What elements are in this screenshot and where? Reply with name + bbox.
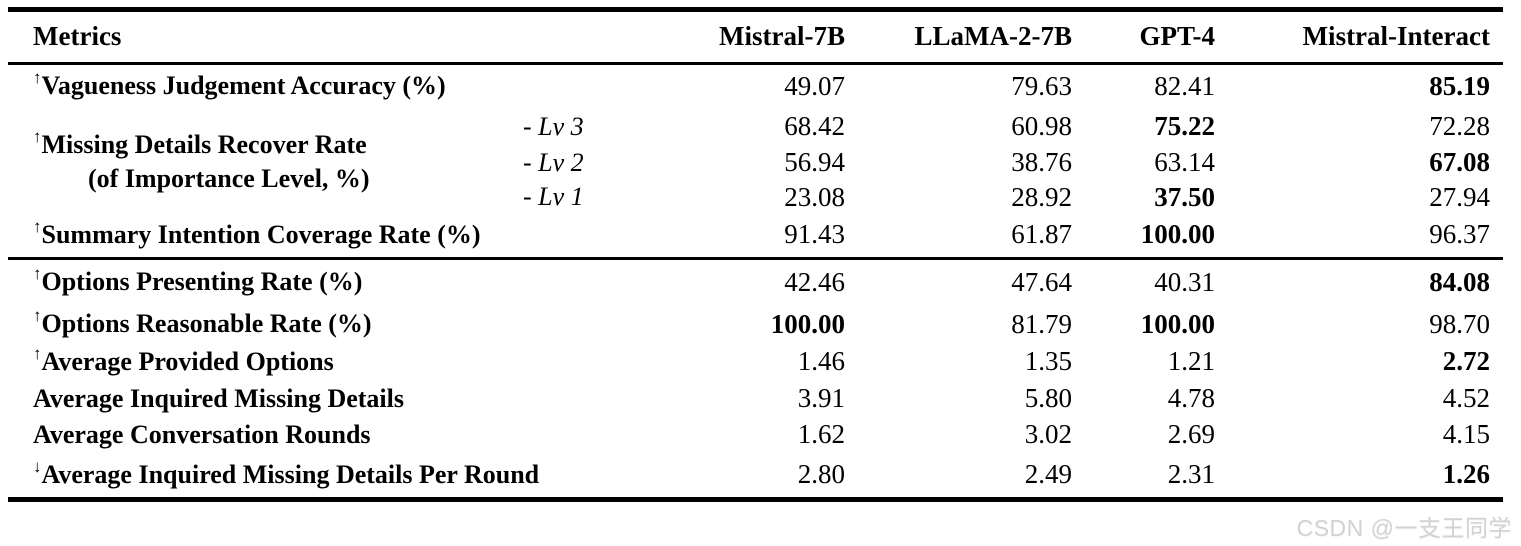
cell-mistral-7b: 100.00 — [770, 308, 845, 339]
metric-label-text: Summary Intention Coverage Rate (%) — [41, 219, 481, 249]
column-header-mistral-7b: Mistral-7B — [719, 20, 845, 51]
metric-label: ↑Options Presenting Rate (%) — [8, 258, 610, 306]
metric-label-text: Average Provided Options — [41, 346, 334, 376]
cell-llama-2-7b: 47.64 — [1011, 266, 1072, 297]
metric-label-line2: (of Importance Level, %) — [88, 163, 370, 193]
column-header-llama-2-7b: LLaMA-2-7B — [914, 20, 1073, 51]
cell-llama-2-7b: 3.02 — [1024, 419, 1072, 450]
cell-mistral-interact: 4.15 — [1442, 419, 1490, 450]
metric-label-text: Options Reasonable Rate (%) — [41, 309, 372, 339]
metric-label-text: Average Inquired Missing Details Per Rou… — [41, 459, 540, 489]
cell-llama-2-7b: 28.92 — [1011, 181, 1072, 212]
cell-gpt-4: 75.22 — [1154, 111, 1215, 142]
sublevel-label-lv2: - Lv 2 — [523, 147, 584, 177]
header-row: Metrics Mistral-7B LLaMA-2-7B GPT-4 Mist… — [8, 12, 1503, 63]
row-average-inquired-missing-details: Average Inquired Missing Details 3.91 5.… — [8, 381, 1503, 417]
metric-label: ↑Options Reasonable Rate (%) — [8, 306, 610, 343]
up-arrow-icon: ↑ — [33, 306, 42, 326]
metric-label-missing-details-group: ↑Missing Details Recover Rate (of Import… — [8, 109, 515, 214]
cell-mistral-interact: 27.94 — [1429, 181, 1490, 212]
metric-label-text: Missing Details Recover Rate — [41, 129, 367, 159]
table-header: Metrics Mistral-7B LLaMA-2-7B GPT-4 Mist… — [8, 12, 1503, 63]
cell-mistral-7b: 1.62 — [797, 419, 845, 450]
up-arrow-icon: ↑ — [33, 68, 42, 88]
metric-label: ↑Vagueness Judgement Accuracy (%) — [8, 63, 610, 109]
up-arrow-icon: ↑ — [33, 343, 42, 363]
row-average-provided-options: ↑Average Provided Options 1.46 1.35 1.21… — [8, 343, 1503, 381]
cell-gpt-4: 40.31 — [1154, 266, 1215, 297]
up-arrow-icon: ↑ — [33, 216, 42, 236]
down-arrow-icon: ↓ — [33, 456, 42, 476]
metric-label: Average Conversation Rounds — [8, 417, 610, 453]
cell-mistral-7b: 42.46 — [784, 266, 845, 297]
cell-gpt-4: 4.78 — [1167, 383, 1215, 414]
metric-label: ↑Average Provided Options — [8, 343, 610, 381]
up-arrow-icon: ↑ — [33, 264, 42, 284]
metric-label-text: Vagueness Judgement Accuracy (%) — [41, 71, 446, 101]
metric-label-text: Average Conversation Rounds — [33, 419, 371, 449]
cell-gpt-4: 100.00 — [1140, 219, 1215, 250]
row-average-conversation-rounds: Average Conversation Rounds 1.62 3.02 2.… — [8, 417, 1503, 453]
csdn-watermark: CSDN @一支王同学 — [1296, 515, 1512, 541]
cell-mistral-7b: 3.91 — [797, 383, 845, 414]
cell-mistral-interact: 98.70 — [1429, 308, 1490, 339]
cell-mistral-interact: 1.26 — [1442, 459, 1490, 490]
cell-gpt-4: 63.14 — [1154, 147, 1215, 178]
cell-llama-2-7b: 5.80 — [1024, 383, 1072, 414]
cell-gpt-4: 82.41 — [1154, 70, 1215, 101]
column-header-gpt-4: GPT-4 — [1139, 20, 1215, 51]
cell-gpt-4: 100.00 — [1140, 308, 1215, 339]
cell-llama-2-7b: 81.79 — [1011, 308, 1072, 339]
metric-label: Average Inquired Missing Details — [8, 381, 610, 417]
cell-llama-2-7b: 2.49 — [1024, 459, 1072, 490]
row-missing-details-lv3: ↑Missing Details Recover Rate (of Import… — [8, 109, 1503, 192]
metric-label: ↑Summary Intention Coverage Rate (%) — [8, 214, 610, 258]
cell-mistral-7b: 49.07 — [784, 70, 845, 101]
cell-llama-2-7b: 60.98 — [1011, 111, 1072, 142]
up-arrow-icon: ↑ — [33, 126, 42, 146]
cell-llama-2-7b: 61.87 — [1011, 219, 1072, 250]
cell-mistral-interact: 84.08 — [1429, 266, 1490, 297]
row-summary-intention-coverage: ↑Summary Intention Coverage Rate (%) 91.… — [8, 214, 1503, 258]
cell-gpt-4: 1.21 — [1167, 346, 1215, 377]
cell-gpt-4: 2.31 — [1167, 459, 1215, 490]
metric-label-line1: ↑Missing Details Recover Rate — [33, 128, 515, 162]
metric-label: ↓Average Inquired Missing Details Per Ro… — [8, 453, 610, 497]
row-options-reasonable-rate: ↑Options Reasonable Rate (%) 100.00 81.7… — [8, 306, 1503, 343]
cell-mistral-interact: 85.19 — [1429, 70, 1490, 101]
row-options-presenting-rate: ↑Options Presenting Rate (%) 42.46 47.64… — [8, 258, 1503, 306]
cell-llama-2-7b: 1.35 — [1024, 346, 1072, 377]
cell-mistral-interact: 96.37 — [1429, 219, 1490, 250]
row-missing-details-lv1: - Lv 1 23.08 28.92 37.50 27.94 — [8, 181, 1503, 214]
metrics-comparison-table: Metrics Mistral-7B LLaMA-2-7B GPT-4 Mist… — [8, 7, 1503, 502]
cell-mistral-interact: 2.72 — [1442, 346, 1490, 377]
sublevel-label-lv3: - Lv 3 — [523, 111, 584, 141]
cell-mistral-7b: 56.94 — [784, 147, 845, 178]
cell-gpt-4: 2.69 — [1167, 419, 1215, 450]
cell-mistral-interact: 4.52 — [1442, 383, 1490, 414]
cell-llama-2-7b: 79.63 — [1011, 70, 1072, 101]
cell-mistral-7b: 68.42 — [784, 111, 845, 142]
table-section-understanding: ↑Vagueness Judgement Accuracy (%) 49.07 … — [8, 63, 1503, 258]
row-missing-details-lv2: - Lv 2 56.94 38.76 63.14 67.08 — [8, 145, 1503, 181]
results-table: Metrics Mistral-7B LLaMA-2-7B GPT-4 Mist… — [8, 12, 1503, 497]
row-vagueness-judgement-accuracy: ↑Vagueness Judgement Accuracy (%) 49.07 … — [8, 63, 1503, 109]
cell-gpt-4: 37.50 — [1154, 181, 1215, 212]
row-average-inquired-details-per-round: ↓Average Inquired Missing Details Per Ro… — [8, 453, 1503, 497]
column-header-mistral-interact: Mistral-Interact — [1302, 20, 1490, 51]
cell-mistral-7b: 1.46 — [797, 346, 845, 377]
cell-llama-2-7b: 38.76 — [1011, 147, 1072, 178]
metric-label-text: Options Presenting Rate (%) — [41, 267, 363, 297]
cell-mistral-interact: 67.08 — [1429, 147, 1490, 178]
cell-mistral-7b: 23.08 — [784, 181, 845, 212]
table-section-interaction: ↑Options Presenting Rate (%) 42.46 47.64… — [8, 258, 1503, 497]
cell-mistral-7b: 91.43 — [784, 219, 845, 250]
column-header-metrics: Metrics — [33, 20, 122, 51]
cell-mistral-7b: 2.80 — [797, 459, 845, 490]
metric-label-text: Average Inquired Missing Details — [33, 383, 404, 413]
cell-mistral-interact: 72.28 — [1429, 111, 1490, 142]
sublevel-label-lv1: - Lv 1 — [523, 182, 584, 212]
